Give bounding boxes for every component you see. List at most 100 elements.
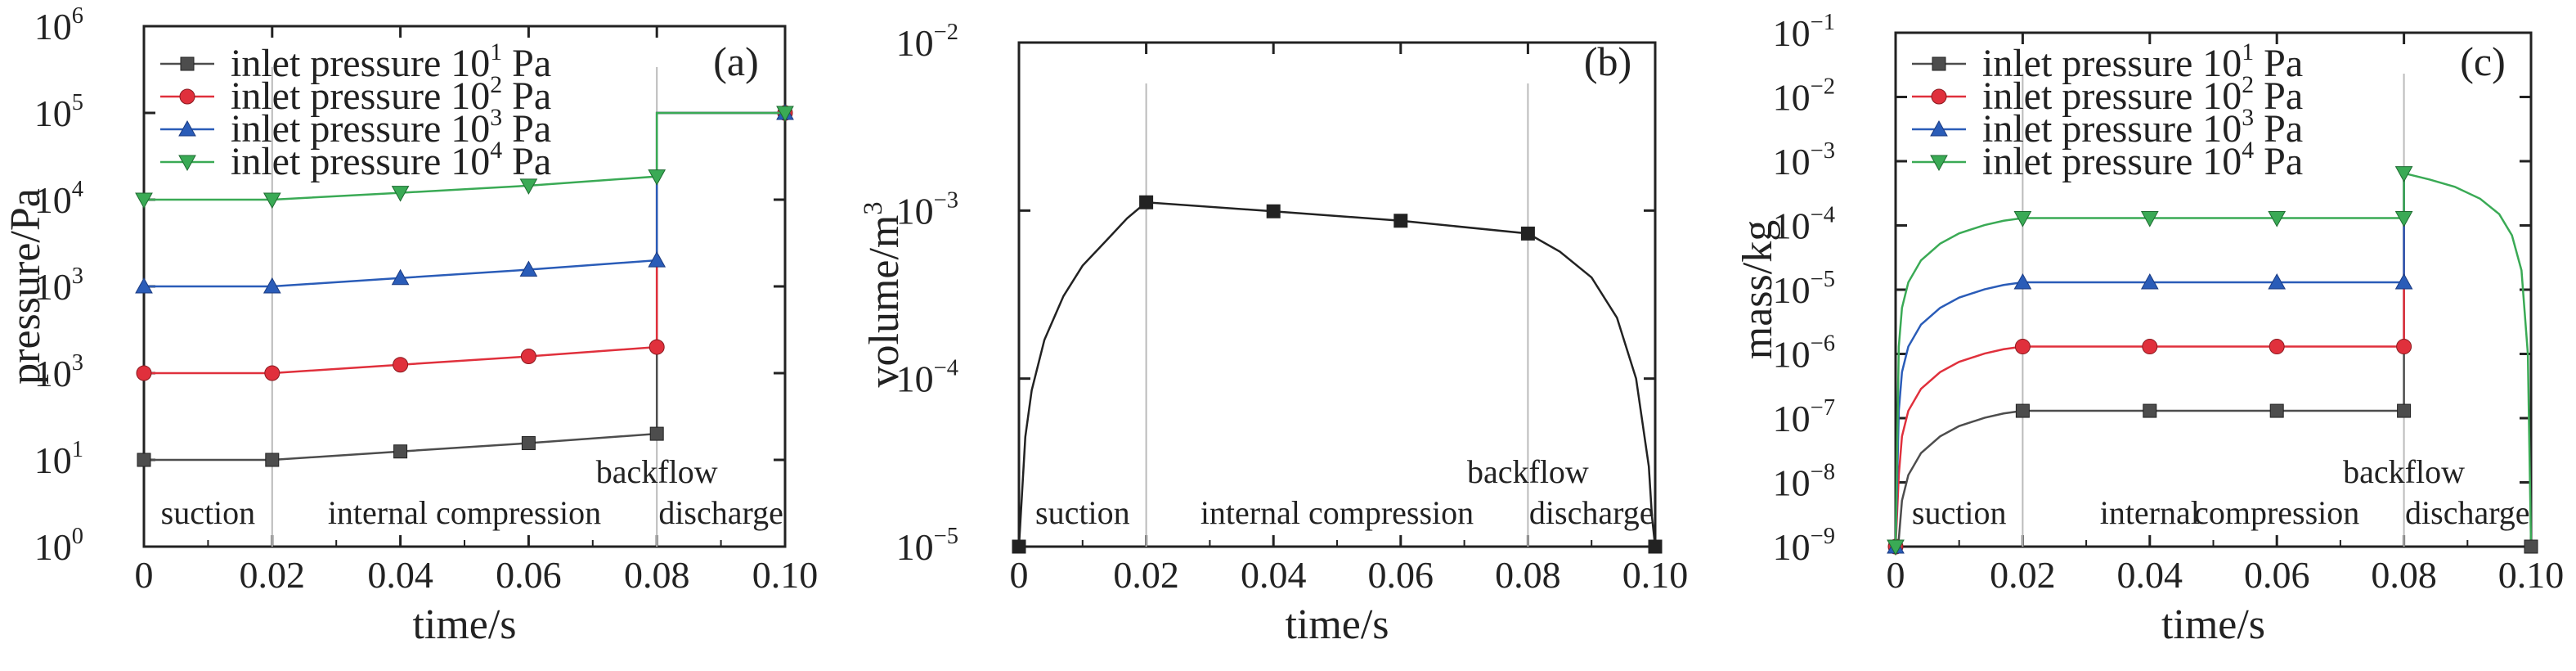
y-tick-label: 10−3 xyxy=(1773,138,1835,182)
series-line xyxy=(1894,173,2405,547)
data-point xyxy=(2268,273,2287,290)
legend-marker xyxy=(1932,56,1946,71)
data-point xyxy=(649,426,664,441)
data-point xyxy=(519,260,538,277)
data-point xyxy=(135,192,153,209)
phase-label: suction xyxy=(1912,494,2007,531)
phase-label: internal xyxy=(2100,494,2200,531)
data-point xyxy=(2394,273,2413,290)
panel-b-volume-chart: 0 0.02 0.04 0.06 0.08 0.10 time/s 10−5 10−4 10−3 1… xyxy=(858,20,1688,648)
legend-label: inlet pressure 101 Pa xyxy=(1982,38,2303,85)
y-tick-label: 10−1 xyxy=(1773,10,1835,54)
legend-marker xyxy=(180,56,195,71)
x-tick-label: 0.10 xyxy=(2498,554,2565,596)
x-axis-title: time/s xyxy=(1285,601,1389,648)
data-point xyxy=(1648,539,1663,554)
legend-marker xyxy=(179,88,195,105)
data-point xyxy=(2013,273,2032,290)
y-tick-label: 10−2 xyxy=(1773,74,1835,119)
series-line xyxy=(1894,173,2405,547)
y-axis-title: volume/m3 xyxy=(858,202,908,388)
data-point xyxy=(1012,539,1026,554)
legend-label: inlet pressure 103 Pa xyxy=(231,104,551,151)
data-point xyxy=(1393,214,1408,228)
y-tick-label: 10−6 xyxy=(1773,331,1835,376)
x-tick-label: 0.02 xyxy=(240,554,306,596)
data-point xyxy=(136,365,152,381)
data-point xyxy=(2396,339,2412,355)
phase-label: backflow xyxy=(1467,453,1589,490)
data-point xyxy=(519,178,538,195)
panel-tag: (a) xyxy=(713,38,759,84)
y-tick-label: 10−5 xyxy=(896,524,958,568)
x-axis-title: time/s xyxy=(2161,601,2265,648)
data-point xyxy=(391,186,410,202)
y-axis-title: pressure/Pa xyxy=(2,188,49,385)
data-point xyxy=(263,192,281,209)
legend-label: inlet pressure 102 Pa xyxy=(1982,71,2303,118)
panel-tag: (c) xyxy=(2460,38,2506,84)
data-point xyxy=(263,277,281,294)
x-tick-label: 0.02 xyxy=(1990,554,2056,596)
y-axis-title: mass/kg xyxy=(1735,220,1781,359)
phase-label: suction xyxy=(1035,494,1130,531)
y-tick-label: 10−7 xyxy=(1773,395,1835,439)
data-point xyxy=(521,436,536,451)
legend-marker xyxy=(1930,155,1948,172)
y-tick-label: 104 xyxy=(34,177,83,221)
legend-marker xyxy=(1930,119,1948,137)
phase-label: suction xyxy=(161,494,256,531)
y-tick-label: 100 xyxy=(34,524,83,568)
data-point xyxy=(2013,211,2032,227)
x-tick-label: 0.08 xyxy=(624,554,690,596)
data-point xyxy=(393,357,409,373)
legend-marker xyxy=(178,119,196,137)
data-point xyxy=(135,277,153,294)
legend-label: inlet pressure 102 Pa xyxy=(231,71,551,118)
x-tick-label: 0 xyxy=(1010,554,1029,596)
y-tick-label: 10−8 xyxy=(1773,460,1835,504)
data-point xyxy=(520,349,536,365)
data-point xyxy=(393,444,408,459)
panel-a-pressure-chart: 0 0.02 0.04 0.06 0.08 0.10 time/s 100 101 103 103 1… xyxy=(2,3,818,648)
data-point xyxy=(2397,403,2412,418)
x-tick-label: 0.06 xyxy=(1368,554,1434,596)
x-tick-label: 0.06 xyxy=(496,554,562,596)
series-line xyxy=(1894,173,2405,547)
x-tick-label: 0.04 xyxy=(367,554,433,596)
data-point xyxy=(648,251,666,268)
y-tick-label: 10−4 xyxy=(896,356,958,400)
phase-label: discharge xyxy=(2405,494,2530,531)
y-tick-label: 10−9 xyxy=(1773,524,1835,568)
data-point xyxy=(2140,273,2159,290)
data-point xyxy=(264,365,280,381)
data-point xyxy=(2524,539,2538,554)
data-point xyxy=(2269,403,2284,418)
phase-label: discharge xyxy=(658,494,783,531)
phase-label: discharge xyxy=(1529,494,1654,531)
data-point xyxy=(2268,211,2287,227)
legend-label: inlet pressure 104 Pa xyxy=(231,137,551,183)
data-point xyxy=(265,453,280,467)
phase-label: backflow xyxy=(596,453,718,490)
y-tick-label: 105 xyxy=(34,90,83,134)
data-point xyxy=(2015,403,2030,418)
x-tick-label: 0.04 xyxy=(1241,554,1307,596)
data-point xyxy=(2143,403,2157,418)
x-tick-label: 0.10 xyxy=(752,554,819,596)
data-point xyxy=(2140,211,2159,227)
x-tick-label: 0.02 xyxy=(1113,554,1179,596)
data-point xyxy=(137,453,151,467)
data-point xyxy=(1887,539,1905,556)
data-point xyxy=(648,169,666,186)
phase-label: internal compression xyxy=(328,494,601,531)
panel-tag: (b) xyxy=(1584,38,1631,84)
y-tick-label: 10−2 xyxy=(896,20,958,64)
data-point xyxy=(2394,211,2413,227)
x-tick-label: 0.04 xyxy=(2117,554,2183,596)
legend-label: inlet pressure 103 Pa xyxy=(1982,104,2303,151)
x-axis-title: time/s xyxy=(412,601,516,648)
x-tick-label: 0 xyxy=(1887,554,1905,596)
